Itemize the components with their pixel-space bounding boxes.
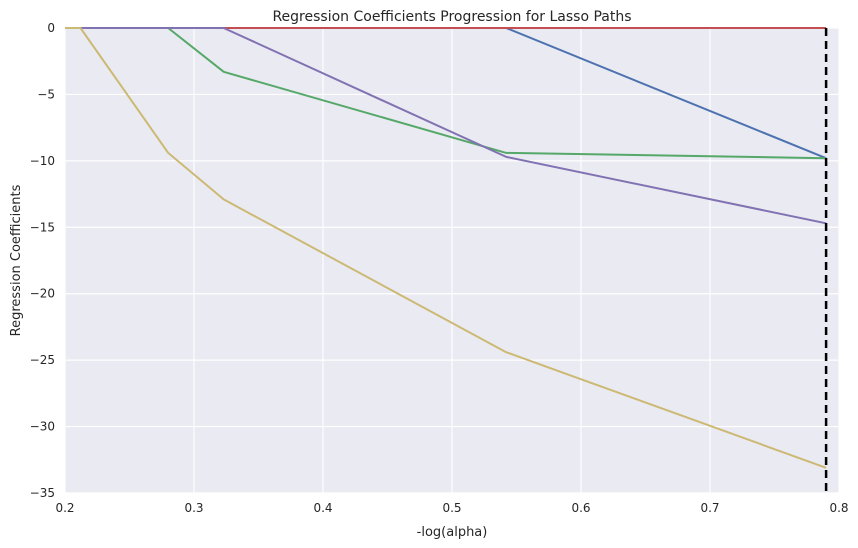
y-tick-label: −10	[30, 154, 55, 168]
x-tick-labels: 0.2 0.3 0.4 0.5 0.6 0.7 0.8	[55, 501, 848, 515]
y-tick-label: −5	[37, 87, 55, 101]
x-tick-label: 0.4	[313, 501, 332, 515]
series-line-4	[65, 27, 827, 225]
y-tick-label: −20	[30, 287, 55, 301]
x-tick-label: 0.7	[700, 501, 719, 515]
y-tick-label: −30	[30, 420, 55, 434]
y-tick-label: −25	[30, 353, 55, 367]
series-group	[65, 27, 827, 469]
series-line-5	[65, 27, 827, 469]
y-axis-label: Regression Coefficients	[9, 184, 24, 336]
y-tick-label: 0	[47, 21, 55, 35]
x-axis-label: -log(alpha)	[417, 525, 488, 540]
x-tick-label: 0.3	[184, 501, 203, 515]
x-tick-label: 0.8	[829, 501, 848, 515]
x-tick-label: 0.2	[55, 501, 74, 515]
chart-title: Regression Coefficients Progression for …	[272, 9, 631, 25]
x-tick-label: 0.6	[571, 501, 590, 515]
x-tick-label: 0.5	[442, 501, 461, 515]
y-tick-label: −35	[30, 486, 55, 500]
y-tick-labels: 0 −5 −10 −15 −20 −25 −30 −35	[30, 21, 55, 500]
y-tick-label: −15	[30, 220, 55, 234]
